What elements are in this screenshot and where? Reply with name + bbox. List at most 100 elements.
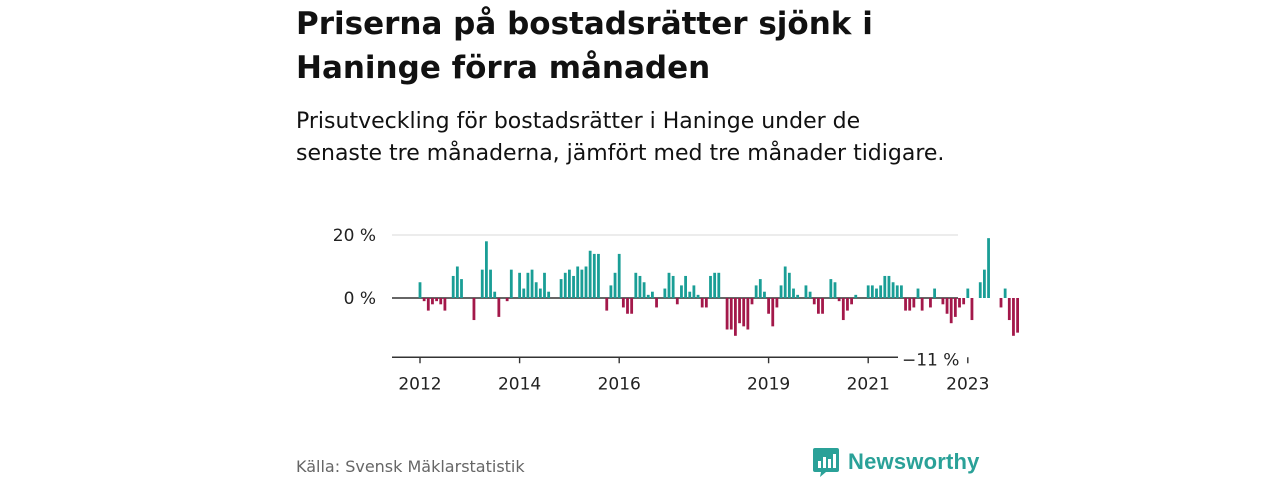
bar bbox=[509, 269, 513, 298]
bar bbox=[435, 298, 438, 302]
x-tick-label: 2021 bbox=[847, 374, 890, 394]
source-note: Källa: Svensk Mäklarstatistik bbox=[296, 457, 525, 476]
bar bbox=[630, 298, 634, 314]
bar bbox=[970, 298, 974, 321]
bar bbox=[642, 282, 646, 298]
chart-axes: 20 % 0 % 2012 2014 2016 2019 2021 2023 −11 % bbox=[333, 226, 990, 394]
x-tick-label: 2016 bbox=[598, 374, 641, 394]
bar bbox=[841, 298, 845, 321]
bar bbox=[953, 298, 957, 317]
bar bbox=[792, 288, 795, 298]
bar bbox=[534, 282, 538, 298]
bar bbox=[680, 285, 683, 298]
last-value-label: −11 % bbox=[902, 350, 959, 370]
bar bbox=[754, 285, 758, 298]
bar bbox=[671, 275, 675, 298]
bar bbox=[572, 275, 575, 298]
bar bbox=[588, 250, 592, 298]
bar bbox=[426, 298, 430, 311]
bar bbox=[605, 298, 609, 311]
bar bbox=[829, 279, 833, 298]
bar bbox=[775, 298, 779, 308]
bar bbox=[626, 298, 629, 314]
bar bbox=[559, 279, 563, 298]
bar bbox=[949, 298, 953, 324]
bar-chart: 20 % 0 % 2012 2014 2016 2019 2021 2023 −11 % bbox=[333, 226, 1019, 394]
bar bbox=[597, 253, 600, 298]
bar bbox=[717, 272, 721, 298]
bar bbox=[808, 291, 812, 298]
bar bbox=[837, 298, 841, 302]
bar bbox=[929, 298, 932, 308]
bar bbox=[580, 269, 584, 298]
bar bbox=[1007, 298, 1011, 321]
bar bbox=[987, 238, 990, 298]
chart-bars bbox=[418, 238, 1019, 336]
bar bbox=[891, 282, 895, 298]
bar bbox=[700, 298, 704, 308]
bar bbox=[621, 298, 625, 308]
bar bbox=[576, 266, 580, 298]
chart-title: Priserna på bostadsrätter sjönk i Haning… bbox=[296, 6, 873, 86]
bar bbox=[480, 269, 484, 298]
bar bbox=[725, 298, 729, 330]
bar bbox=[916, 288, 920, 298]
bar bbox=[978, 282, 982, 298]
bar bbox=[758, 279, 762, 298]
bar bbox=[497, 298, 501, 317]
bar bbox=[729, 298, 733, 330]
bar bbox=[883, 275, 887, 298]
bar bbox=[779, 285, 783, 298]
bar bbox=[854, 294, 858, 298]
bar bbox=[771, 298, 775, 327]
y-tick-label: 0 % bbox=[344, 289, 376, 309]
bar bbox=[966, 288, 970, 298]
bar bbox=[999, 298, 1003, 308]
bar bbox=[900, 285, 903, 298]
chart-subtitle: Prisutveckling för bostadsrätter i Hanin… bbox=[296, 109, 945, 166]
bar bbox=[904, 298, 907, 311]
bar bbox=[439, 298, 443, 305]
bar bbox=[667, 272, 671, 298]
bar bbox=[846, 298, 849, 311]
bar bbox=[812, 298, 816, 305]
bar bbox=[692, 285, 696, 298]
bar bbox=[1012, 298, 1015, 336]
bar bbox=[796, 294, 800, 298]
bar bbox=[1003, 288, 1007, 298]
bar bbox=[431, 298, 434, 305]
bar bbox=[783, 266, 787, 298]
bar bbox=[850, 298, 853, 305]
bar bbox=[817, 298, 820, 314]
bar bbox=[655, 298, 658, 308]
bar bbox=[526, 272, 530, 298]
newsworthy-logo: Newsworthy bbox=[812, 446, 980, 478]
bar bbox=[746, 298, 750, 330]
bar bbox=[518, 272, 521, 298]
newsworthy-logo-icon bbox=[813, 448, 839, 477]
bar bbox=[543, 272, 546, 298]
bar bbox=[958, 298, 961, 308]
bar bbox=[422, 298, 426, 302]
bar bbox=[460, 279, 463, 298]
bar bbox=[879, 285, 883, 298]
bar bbox=[485, 241, 488, 298]
bar bbox=[675, 298, 679, 305]
bar bbox=[684, 275, 687, 298]
bar bbox=[696, 294, 700, 298]
bar bbox=[455, 266, 459, 298]
bar bbox=[538, 288, 542, 298]
bar bbox=[763, 291, 766, 298]
y-tick-label: 20 % bbox=[333, 226, 376, 246]
bar bbox=[912, 298, 916, 308]
bar bbox=[866, 285, 870, 298]
bar bbox=[821, 298, 824, 314]
bar bbox=[887, 275, 891, 298]
bar bbox=[688, 291, 692, 298]
bar bbox=[451, 275, 455, 298]
bar bbox=[908, 298, 912, 311]
bar bbox=[804, 285, 808, 298]
bar bbox=[568, 269, 571, 298]
x-tick-label: 2023 bbox=[946, 374, 989, 394]
bar bbox=[634, 272, 638, 298]
